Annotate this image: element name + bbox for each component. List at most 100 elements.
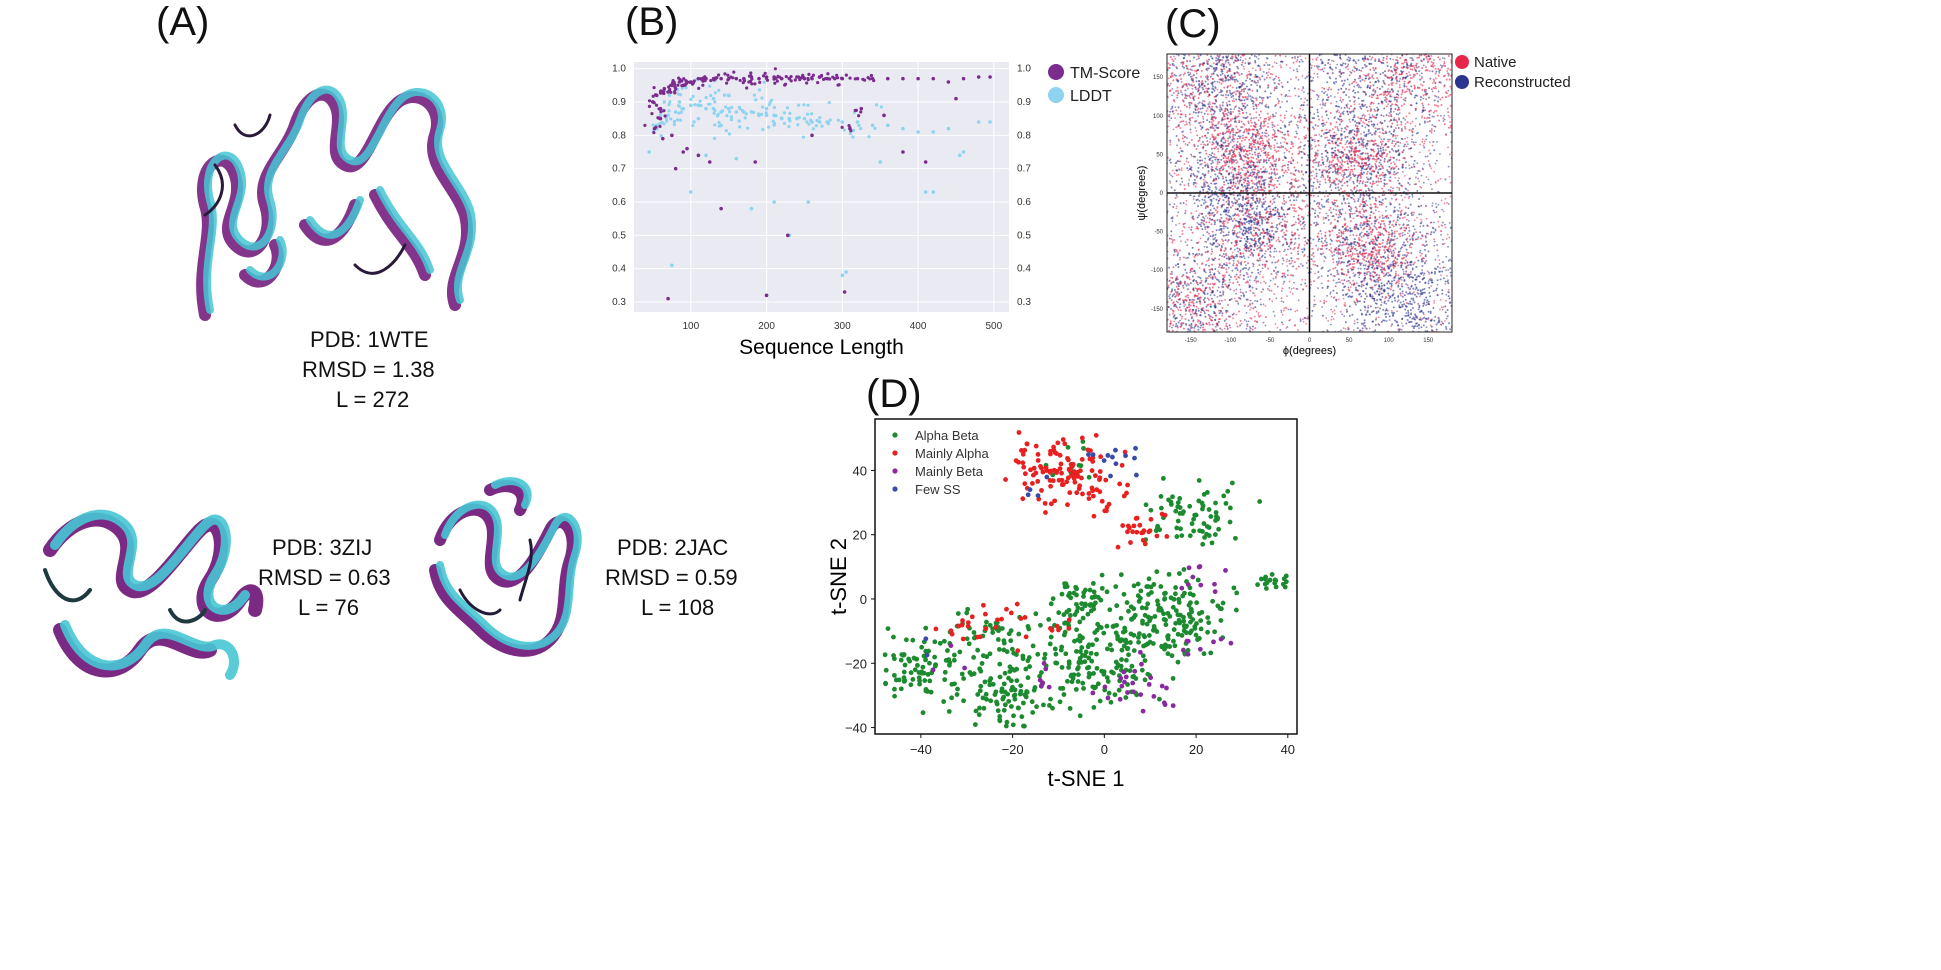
chart-c-point-native	[1174, 57, 1177, 60]
chart-c-point-native	[1238, 119, 1241, 122]
chart-c-point-native	[1268, 183, 1271, 186]
chart-b-y-tick-label-right: 0.8	[1017, 130, 1031, 141]
chart-c-point-native	[1206, 217, 1209, 219]
chart-c-point-native	[1316, 56, 1319, 59]
chart-c-point-reconstructed	[1227, 233, 1230, 236]
chart-c-point-reconstructed	[1395, 158, 1398, 161]
chart-c-point-native	[1235, 201, 1238, 204]
chart-b-point-lddt	[712, 111, 716, 115]
chart-c-point-native	[1274, 86, 1277, 89]
chart-c-point-reconstructed	[1367, 133, 1370, 135]
chart-c-point-native	[1294, 210, 1297, 213]
chart-c-point-native	[1444, 226, 1447, 229]
chart-c-point-native	[1204, 75, 1207, 78]
chart-b-point-tm-score	[810, 133, 814, 138]
chart-c-point-native	[1257, 146, 1260, 149]
chart-c-point-native	[1237, 109, 1240, 112]
chart-c-point-reconstructed	[1401, 232, 1404, 234]
chart-c-point-native	[1411, 236, 1414, 238]
chart-c-point-native	[1283, 200, 1286, 203]
chart-c-point-native	[1393, 232, 1396, 235]
chart-b-point-tm-score	[797, 75, 801, 79]
chart-c-point-native	[1212, 138, 1215, 141]
chart-c-point-native	[1333, 309, 1336, 312]
chart-c-point-reconstructed	[1414, 288, 1417, 291]
chart-c-point-reconstructed	[1202, 117, 1205, 120]
chart-c-point-native	[1357, 253, 1360, 256]
chart-c-point-reconstructed	[1179, 235, 1181, 238]
chart-c-point-native	[1271, 184, 1274, 187]
chart-c-point-native	[1289, 243, 1292, 246]
chart-c-point-native	[1265, 132, 1268, 135]
chart-c-point-native	[1197, 107, 1200, 110]
chart-c-point-native	[1396, 134, 1399, 137]
chart-c-point-native	[1225, 311, 1228, 314]
chart-c-point-native	[1407, 189, 1410, 192]
chart-c-point-reconstructed	[1353, 85, 1356, 88]
chart-c-point-reconstructed	[1168, 84, 1171, 87]
chart-b-point-lddt	[724, 105, 728, 109]
chart-c-point-reconstructed	[1193, 202, 1196, 205]
chart-c-point-native	[1192, 80, 1195, 83]
chart-c-point-native	[1216, 162, 1219, 165]
chart-b-point-lddt	[728, 110, 732, 114]
chart-c-point-native	[1372, 212, 1375, 215]
chart-c-point-native	[1379, 265, 1382, 268]
chart-c-point-native	[1312, 161, 1315, 164]
chart-c-point-reconstructed	[1264, 282, 1267, 284]
chart-c-point-native	[1382, 167, 1385, 170]
chart-c-point-reconstructed	[1447, 245, 1449, 248]
chart-c-point-reconstructed	[1353, 194, 1356, 197]
chart-c-point-native	[1169, 237, 1172, 240]
chart-c-point-native	[1207, 172, 1210, 174]
chart-c-point-native	[1232, 317, 1234, 320]
chart-c-point-reconstructed	[1447, 268, 1450, 271]
chart-c-point-native	[1383, 193, 1386, 196]
chart-b-point-lddt	[708, 102, 712, 106]
chart-c-point-native	[1374, 167, 1377, 170]
chart-c-point-native	[1392, 58, 1395, 61]
chart-c-point-native	[1406, 240, 1409, 243]
chart-c-point-native	[1413, 261, 1416, 264]
chart-c-point-native	[1221, 186, 1224, 189]
chart-b-point-tm-score	[765, 78, 770, 82]
chart-b-point-lddt	[667, 93, 672, 97]
chart-c-point-native	[1443, 202, 1446, 205]
chart-c-point-native	[1269, 243, 1272, 246]
chart-c-point-reconstructed	[1170, 174, 1172, 177]
chart-c-point-native	[1340, 139, 1343, 142]
chart-c-point-native	[1391, 223, 1394, 226]
chart-c-point-native	[1250, 306, 1252, 309]
chart-b-point-lddt	[658, 113, 663, 118]
chart-c-point-native	[1225, 157, 1228, 160]
chart-c-point-native	[1426, 270, 1429, 272]
chart-c-point-reconstructed	[1297, 126, 1300, 129]
chart-c-point-native	[1148, 298, 1150, 300]
chart-c-point-reconstructed	[1236, 232, 1239, 234]
chart-c-point-reconstructed	[1326, 294, 1328, 297]
chart-c-point-native	[1187, 169, 1190, 172]
chart-c-point-native	[1355, 234, 1358, 237]
chart-c-point-native	[1232, 131, 1235, 134]
chart-c-point-native	[1298, 170, 1301, 173]
chart-c-point-native	[1190, 102, 1193, 105]
chart-c-point-native	[1232, 183, 1235, 185]
chart-c-point-reconstructed	[1271, 123, 1274, 126]
chart-c-point-native	[1359, 172, 1362, 175]
chart-b-point-tm-score	[673, 91, 677, 95]
chart-c-point-native	[1176, 89, 1179, 92]
chart-c-point-reconstructed	[1329, 291, 1332, 294]
chart-c-point-native	[1398, 282, 1400, 285]
chart-c-point-native	[1300, 170, 1303, 173]
chart-b-point-lddt	[723, 93, 727, 97]
chart-c-point-native	[1257, 103, 1260, 106]
chart-b-point-tm-score	[801, 73, 805, 77]
chart-c-point-native	[1254, 126, 1257, 129]
chart-c-point-native	[1225, 131, 1228, 134]
chart-c-point-reconstructed	[1203, 217, 1206, 220]
chart-c-point-reconstructed	[1420, 96, 1423, 99]
chart-c-point-reconstructed	[1259, 270, 1262, 273]
chart-c-point-native	[1313, 280, 1316, 283]
chart-c-point-native	[1164, 336, 1166, 338]
chart-c-point-native	[1345, 128, 1348, 131]
